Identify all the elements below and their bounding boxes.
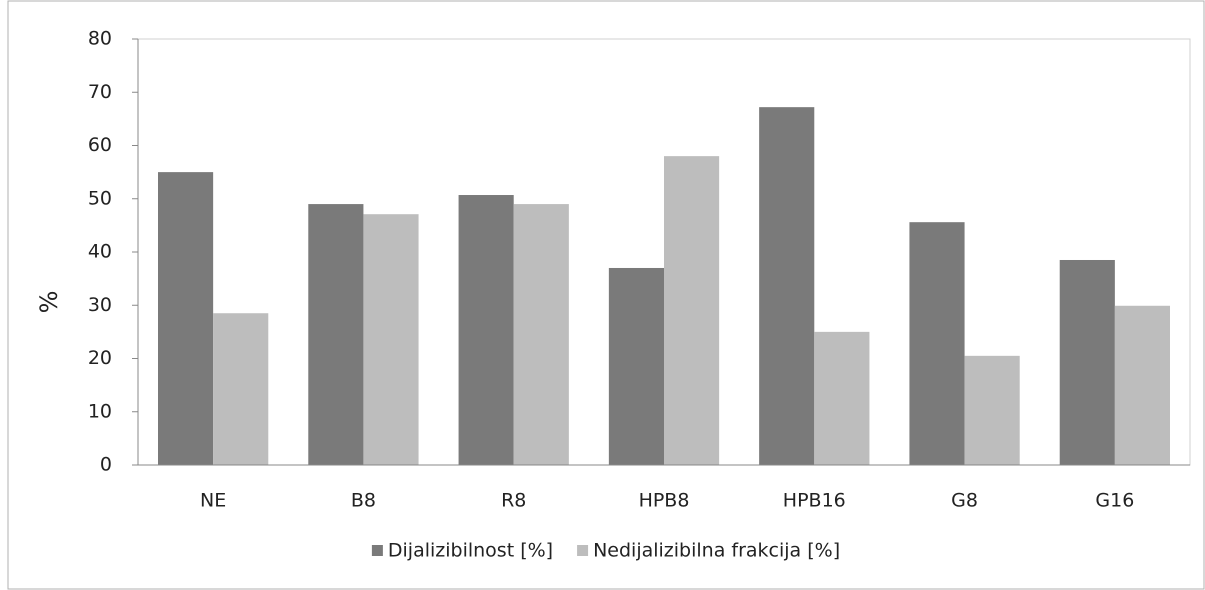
- bar: [1059, 259, 1115, 465]
- y-tick-label: 50: [88, 187, 112, 209]
- bar: [964, 355, 1020, 465]
- y-tick-label: 10: [88, 400, 112, 422]
- y-tick-label: 40: [88, 241, 112, 263]
- y-tick-label: 0: [100, 454, 112, 476]
- bar: [814, 331, 870, 465]
- bar: [759, 107, 815, 465]
- bar: [458, 195, 514, 465]
- bar: [664, 156, 720, 465]
- x-tick-label: B8: [351, 490, 376, 512]
- bar: [608, 267, 664, 465]
- y-tick-label: 80: [88, 28, 112, 50]
- legend-label: Nedijalizibilna frakcija [%]: [593, 540, 840, 562]
- x-tick-label: G16: [1095, 490, 1134, 512]
- legend-label: Dijalizibilnost [%]: [388, 540, 553, 562]
- legend-swatch: [577, 545, 589, 556]
- y-tick-label: 20: [88, 347, 112, 369]
- bar: [213, 313, 269, 465]
- y-axis-label: %: [35, 291, 63, 314]
- bar: [513, 204, 569, 465]
- y-tick-label: 60: [88, 134, 112, 156]
- bar: [909, 222, 965, 465]
- x-tick-label: NE: [200, 490, 226, 512]
- bar: [1114, 305, 1170, 465]
- bar: [363, 214, 419, 465]
- x-tick-label: HPB16: [783, 490, 846, 512]
- x-tick-label: G8: [951, 490, 978, 512]
- bar: [158, 172, 214, 465]
- legend-swatch: [371, 545, 383, 556]
- y-tick-label: 70: [88, 81, 112, 103]
- y-tick-label: 30: [88, 294, 112, 316]
- x-tick-label: HPB8: [639, 490, 690, 512]
- bar: [308, 204, 364, 465]
- x-tick-label: R8: [501, 490, 526, 512]
